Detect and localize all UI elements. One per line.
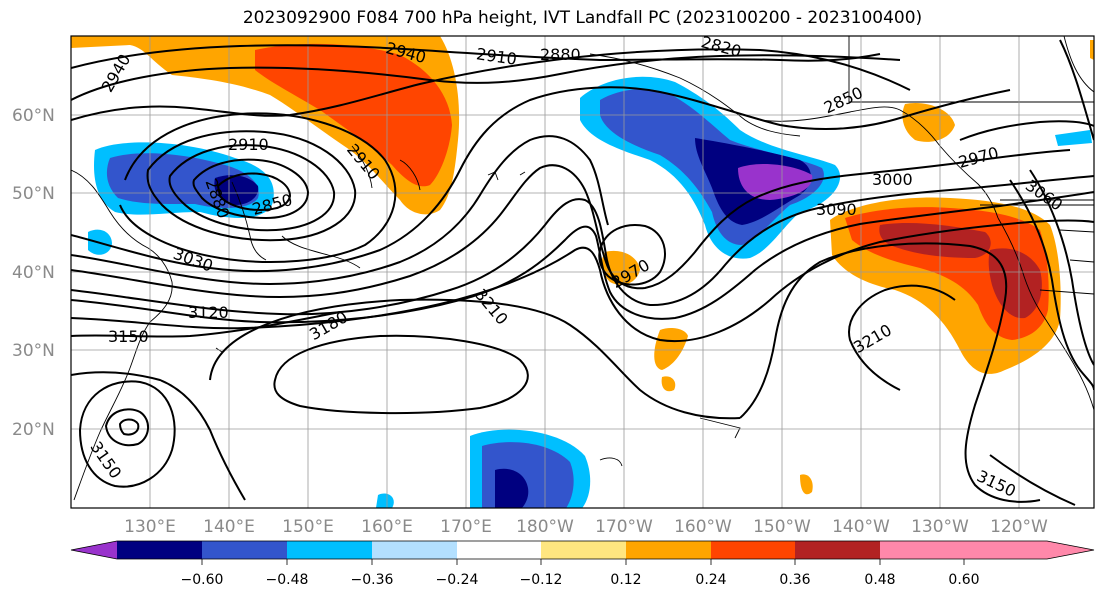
colorbar-segment — [372, 541, 457, 559]
colorbar-tick-label: 0.60 — [948, 572, 979, 588]
contour-label: 2910 — [228, 135, 269, 154]
colorbar-extend-high — [964, 541, 1094, 559]
lon-label: 160°E — [361, 517, 413, 537]
lat-label-20n: 20°N — [12, 420, 55, 440]
lat-label-40n: 40°N — [12, 263, 55, 283]
colorbar-segment — [626, 541, 711, 559]
colorbar-segment — [287, 541, 372, 559]
colorbar-tick-label: −0.12 — [520, 572, 563, 588]
ivt-shading-positive — [71, 36, 1094, 495]
colorbar-extend-low — [71, 541, 117, 559]
colorbar-tick-label: −0.48 — [266, 572, 309, 588]
colorbar-segment — [117, 541, 202, 559]
map-area: 2940 2940 2910 2880 2820 2850 2910 2910 … — [71, 36, 1094, 508]
lat-label-30n: 30°N — [12, 341, 55, 361]
map-frame — [70, 35, 1095, 509]
lon-label: 170°E — [440, 517, 492, 537]
contour-label: 3000 — [872, 170, 913, 189]
lon-label: 120°W — [990, 517, 1048, 537]
longitude-axis: 130°E 140°E 150°E 160°E 170°E 180°W 170°… — [124, 517, 1048, 537]
latitude-axis: 60°N 50°N 40°N 30°N 20°N — [12, 106, 55, 440]
colorbar-tick-label: −0.60 — [181, 572, 224, 588]
lon-label: 160°W — [674, 517, 732, 537]
colorbar-segment — [541, 541, 626, 559]
colorbar: −0.60 −0.48 −0.36 −0.24 −0.12 0.12 0.24 … — [70, 540, 1095, 588]
lon-label: 150°W — [753, 517, 811, 537]
colorbar-tick-label: 0.48 — [864, 572, 895, 588]
colorbar-tick-label: −0.36 — [351, 572, 394, 588]
contour-label: 3150 — [108, 327, 149, 346]
lon-label: 140°W — [832, 517, 890, 537]
colorbar-segment — [711, 541, 795, 559]
colorbar-tick-label: 0.36 — [779, 572, 810, 588]
lon-label: 140°E — [203, 517, 255, 537]
colorbar-tick-label: 0.24 — [695, 572, 726, 588]
lon-label: 170°W — [595, 517, 653, 537]
colorbar-segment — [457, 541, 541, 559]
colorbar-segment — [795, 541, 880, 559]
lon-label: 180°W — [516, 517, 574, 537]
lat-label-50n: 50°N — [12, 184, 55, 204]
lat-label-60n: 60°N — [12, 106, 55, 126]
contour-label: 2880 — [540, 45, 581, 64]
map-title: 2023092900 F084 700 hPa height, IVT Land… — [242, 8, 923, 28]
lon-label: 130°W — [911, 517, 969, 537]
contour-label: 3090 — [816, 200, 857, 219]
lon-label: 150°E — [282, 517, 334, 537]
lon-label: 130°E — [124, 517, 176, 537]
colorbar-tick-label: 0.12 — [610, 572, 641, 588]
colorbar-segment — [880, 541, 964, 559]
height-contours — [71, 39, 1094, 506]
colorbar-tick-label: −0.24 — [436, 572, 479, 588]
contour-label: 3120 — [188, 303, 229, 322]
colorbar-segment — [202, 541, 287, 559]
